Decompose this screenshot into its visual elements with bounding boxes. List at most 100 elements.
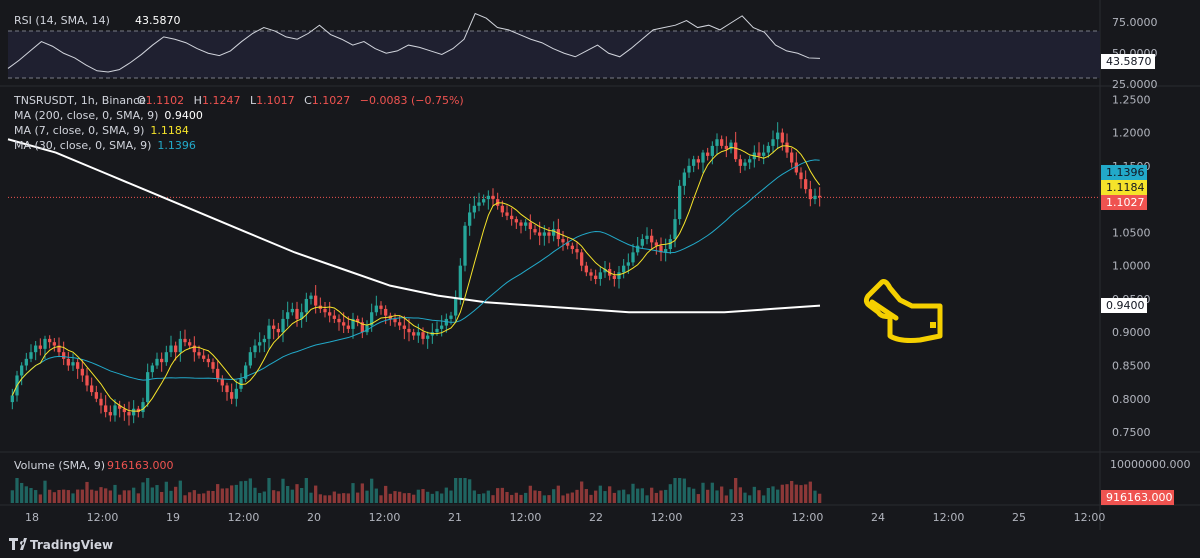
price-axis-tick: 0.8000: [1112, 393, 1151, 406]
volume-bar: [248, 478, 252, 503]
candle-body: [650, 235, 654, 243]
volume-bar: [342, 493, 346, 503]
candle-body: [617, 272, 621, 279]
candle-body: [85, 375, 89, 386]
candle-body: [472, 205, 476, 213]
volume-pane[interactable]: Volume (SMA, 9) 916163.000: [10, 459, 822, 503]
volume-bar: [43, 480, 47, 503]
volume-bar: [412, 494, 416, 503]
volume-bar: [398, 491, 402, 503]
ma30-badge: 1.1396: [1106, 166, 1145, 179]
candle-body: [444, 318, 448, 326]
candle-body: [290, 308, 294, 313]
volume-bar: [379, 495, 383, 503]
candle-body: [701, 152, 705, 163]
candle-body: [486, 195, 490, 200]
volume-bar: [636, 488, 640, 503]
volume-bar: [664, 489, 668, 503]
price-axis-tick: 0.9000: [1112, 326, 1151, 339]
volume-bar: [743, 492, 747, 503]
candle-body: [370, 312, 374, 326]
volume-bar: [426, 491, 430, 503]
time-axis-tick: 18: [25, 511, 39, 524]
candle-body: [99, 398, 103, 406]
ma30-badge-bg: [1101, 165, 1147, 180]
candle-body: [528, 222, 532, 230]
candle-body: [104, 405, 108, 413]
rsi-band: [8, 31, 1100, 78]
volume-bar: [608, 486, 612, 503]
time-axis[interactable]: 18 12:00 19 12:00 20 12:00 21 12:00 22 12:00 23 12:…: [25, 511, 1105, 524]
volume-bar: [48, 489, 52, 503]
volume-bar: [169, 490, 173, 503]
candle-body: [547, 232, 551, 236]
candle-body: [813, 195, 817, 200]
volume-bar: [267, 478, 271, 503]
ma30-legend: MA (30, close, 0, SMA, 9) 1.1396: [14, 139, 196, 152]
candle-body: [337, 318, 341, 323]
candle-body: [510, 215, 514, 220]
volume-bar: [510, 494, 514, 503]
volume-badge-bg: [1101, 490, 1174, 505]
candle-body: [743, 162, 747, 166]
tradingview-logo[interactable]: TradingView: [9, 538, 113, 552]
candle-body: [356, 318, 360, 323]
candle-body: [220, 378, 224, 386]
candle-body: [776, 132, 780, 140]
candle-body: [29, 352, 33, 359]
volume-bar: [230, 485, 234, 503]
volume-bar: [794, 484, 798, 503]
volume-bar: [80, 489, 84, 503]
volume-bar: [542, 495, 546, 503]
volume-bar: [384, 485, 388, 503]
timeframe: 1h: [81, 94, 95, 107]
volume-bar: [132, 487, 136, 503]
candle-body: [155, 358, 159, 366]
candle-body: [169, 345, 173, 353]
candle-body: [794, 162, 798, 173]
candle-body: [300, 312, 304, 319]
candle-body: [267, 325, 271, 339]
volume-bar: [216, 484, 220, 503]
rsi-pane[interactable]: RSI (14, SMA, 14) 43.5870: [7, 12, 1100, 79]
ma200-badge: 0.9400: [1106, 299, 1145, 312]
volume-bar: [118, 494, 122, 503]
volume-bar: [813, 490, 817, 503]
volume-bar: [15, 478, 19, 503]
candle-body: [108, 412, 112, 416]
candle-body: [552, 229, 556, 236]
volume-legend-value: 916163.000: [107, 459, 173, 472]
volume-bar: [552, 489, 556, 503]
time-axis-tick: 19: [166, 511, 180, 524]
volume-bar: [416, 489, 420, 503]
volume-bar: [804, 484, 808, 503]
volume-bar: [220, 488, 224, 503]
candle-body: [458, 265, 462, 299]
ma200-badge-bg: [1101, 298, 1147, 313]
volume-bar: [10, 490, 14, 503]
candle-body: [556, 229, 560, 240]
candle-body: [192, 345, 196, 353]
volume-bar: [239, 481, 243, 503]
price-axis[interactable]: 75.0000 50.0000 25.0000 43.5870 1.25001.…: [1101, 16, 1190, 505]
candle-body: [76, 362, 80, 369]
candle-body: [500, 205, 504, 213]
price-pane[interactable]: TNSRUSDT, 1h, Binance O1.1102 H1.1247 L1…: [7, 94, 1100, 426]
candle-body: [90, 385, 94, 393]
time-axis-tick: 12:00: [369, 511, 401, 524]
candle-body: [309, 295, 313, 299]
price-axis-tick: 1.0000: [1112, 260, 1151, 273]
candle-body: [304, 298, 308, 313]
volume-bar: [496, 488, 500, 503]
volume-bar: [430, 493, 434, 503]
volume-bar: [94, 490, 98, 503]
candle-body: [244, 365, 248, 379]
candle-body: [542, 232, 546, 236]
candle-body: [239, 378, 243, 389]
tradingview-logo-icon: [9, 538, 27, 550]
volume-bar: [603, 491, 607, 503]
volume-bar: [206, 490, 210, 503]
volume-bar: [561, 495, 565, 503]
volume-bar: [570, 492, 574, 503]
